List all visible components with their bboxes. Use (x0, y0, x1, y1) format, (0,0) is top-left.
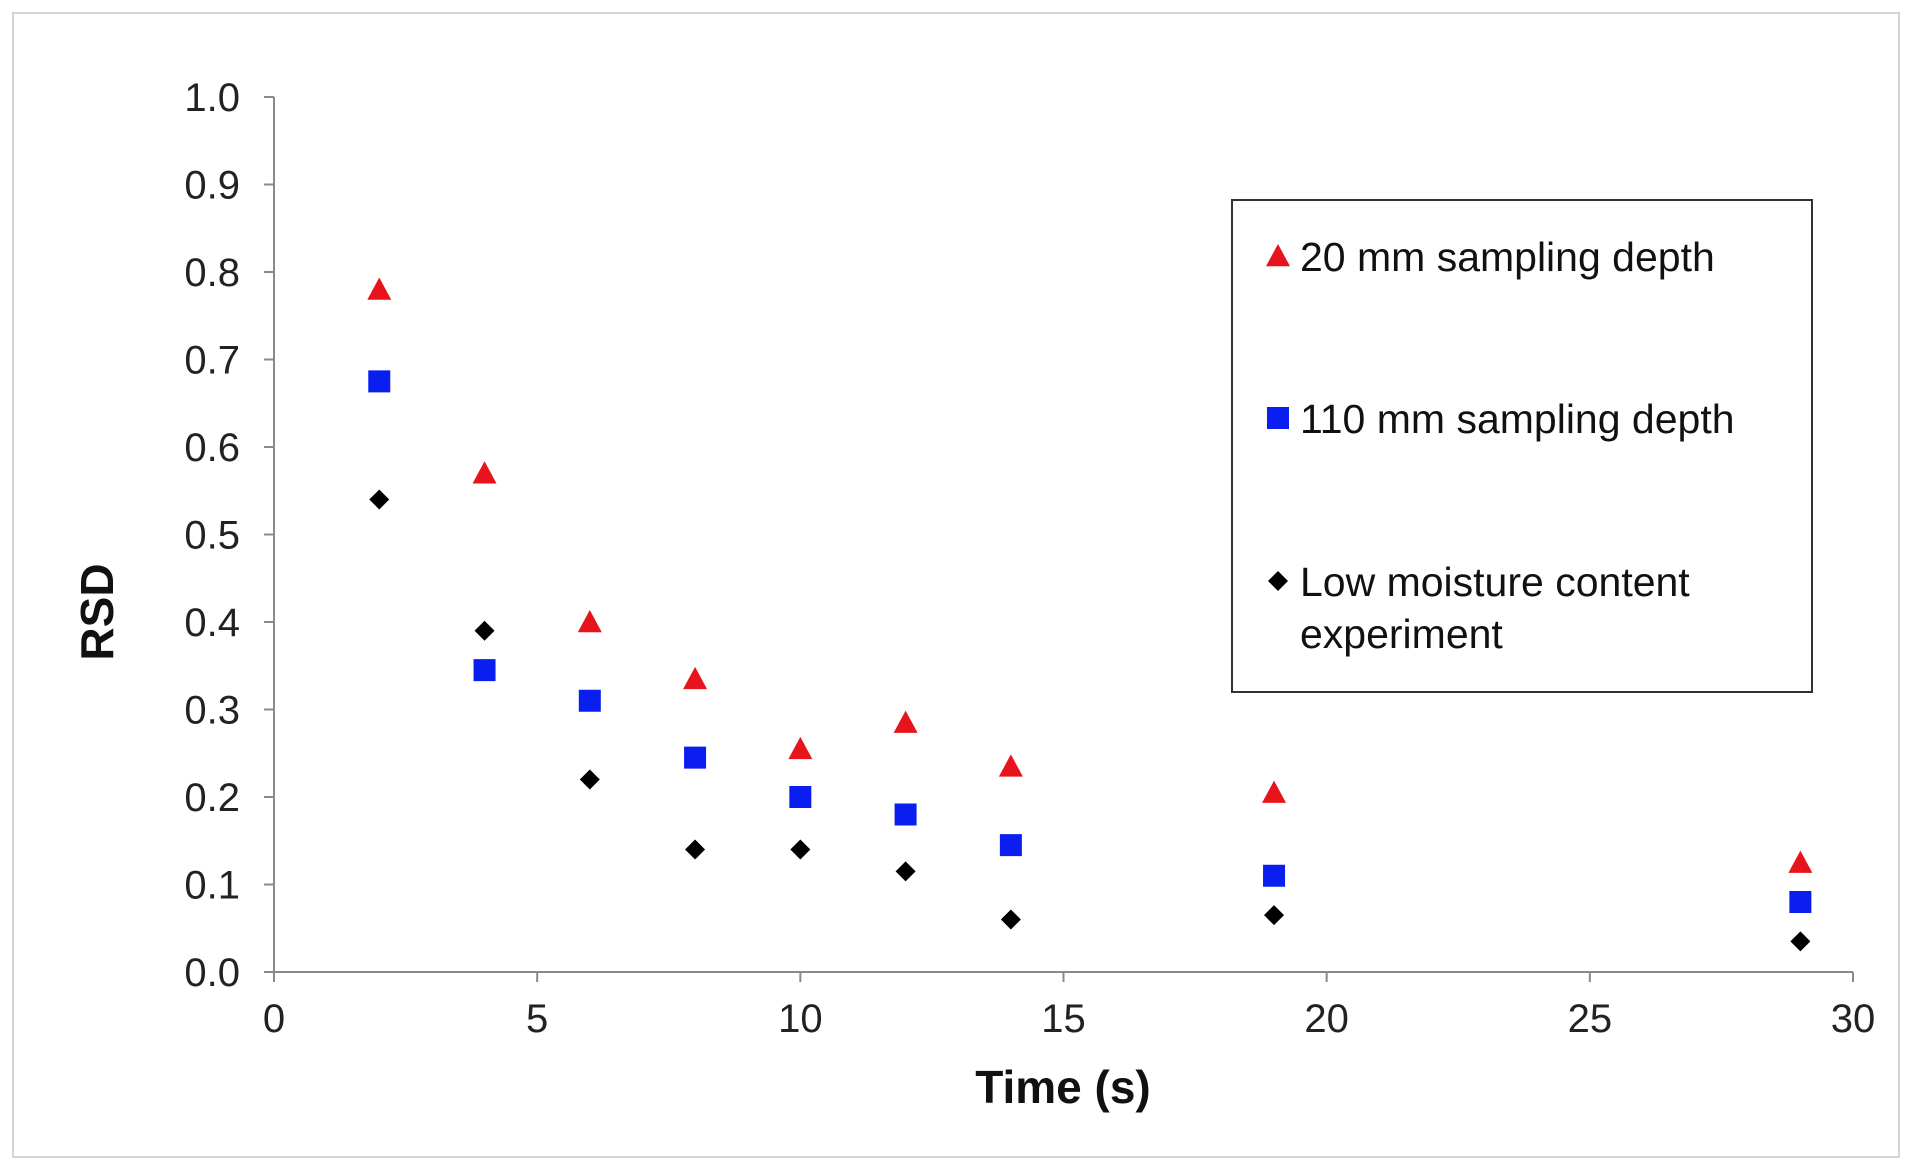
data-point (369, 489, 390, 510)
data-point (683, 666, 708, 690)
y-tick-label: 0.0 (184, 951, 240, 995)
x-tick-label: 30 (1831, 997, 1876, 1041)
x-tick-label: 15 (1041, 997, 1086, 1041)
data-point (367, 277, 392, 300)
y-tick-label: 0.1 (184, 864, 240, 908)
data-point (789, 786, 812, 808)
data-point (1789, 891, 1812, 913)
data-point (790, 839, 811, 860)
x-tick-label: 10 (778, 997, 823, 1041)
data-point (578, 689, 601, 712)
legend-marker-3 (1268, 571, 1288, 591)
data-point (684, 746, 707, 769)
x-tick-label: 20 (1304, 997, 1349, 1041)
data-point (1263, 864, 1286, 887)
legend-box (1231, 199, 1813, 693)
data-point (472, 461, 497, 484)
legend: 20 mm sampling depth 110 mm sampling dept… (1231, 199, 1813, 693)
y-axis-ticks: 0.0 0.1 0.2 0.3 0.4 0.5 0.6 0.7 0.8 0.9 1.0 (184, 76, 274, 995)
x-tick-label: 0 (263, 997, 285, 1041)
legend-marker-2 (1267, 407, 1289, 429)
data-point (894, 803, 917, 826)
x-axis-ticks: 0 5 10 15 20 25 30 (263, 972, 1875, 1041)
data-point (1262, 780, 1287, 803)
data-point (1790, 931, 1811, 952)
y-tick-label: 0.8 (184, 251, 240, 295)
y-tick-label: 0.7 (184, 339, 240, 383)
data-point (474, 620, 495, 641)
data-points (367, 277, 1813, 952)
legend-marker-1 (1266, 244, 1290, 267)
series-1 (367, 277, 1813, 873)
series-3 (369, 489, 1811, 952)
legend-label-1: 20 mm sampling depth (1300, 234, 1715, 280)
y-tick-label: 0.9 (184, 164, 240, 208)
data-point (998, 754, 1023, 777)
x-tick-label: 5 (526, 997, 548, 1041)
data-point (1000, 909, 1021, 930)
data-point (685, 839, 706, 860)
data-point (895, 861, 916, 882)
y-tick-label: 0.6 (184, 426, 240, 470)
data-point (1264, 905, 1285, 926)
legend-label-3: Low moisture content (1300, 559, 1690, 605)
x-tick-label: 25 (1568, 997, 1613, 1041)
data-point (577, 610, 602, 633)
y-tick-label: 0.5 (184, 514, 240, 558)
data-point (1788, 850, 1813, 873)
y-axis-title: RSD (71, 563, 123, 660)
data-point (999, 834, 1022, 857)
data-point (473, 659, 496, 682)
y-tick-label: 0.2 (184, 776, 240, 820)
data-point (893, 710, 918, 733)
y-tick-label: 0.3 (184, 689, 240, 733)
y-tick-label: 0.4 (184, 601, 240, 645)
data-point (788, 736, 813, 760)
x-axis-title: Time (s) (975, 1061, 1151, 1113)
legend-label-2: 110 mm sampling depth (1300, 396, 1735, 442)
y-tick-label: 1.0 (184, 76, 240, 120)
data-point (368, 370, 391, 393)
legend-label-3: experiment (1300, 611, 1503, 657)
data-point (579, 769, 600, 790)
series-2 (368, 370, 1812, 913)
